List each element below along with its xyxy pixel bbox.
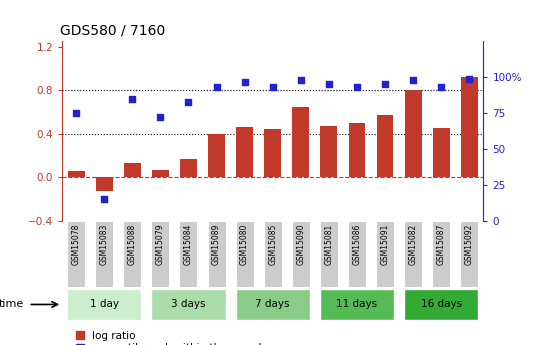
Bar bbox=[461, 77, 478, 177]
Bar bbox=[320, 289, 394, 320]
Bar bbox=[151, 221, 170, 287]
Text: GDS580 / 7160: GDS580 / 7160 bbox=[60, 23, 165, 38]
Text: time: time bbox=[0, 299, 24, 309]
Point bbox=[128, 96, 137, 101]
Bar bbox=[404, 289, 478, 320]
Text: GSM15089: GSM15089 bbox=[212, 224, 221, 265]
Text: 11 days: 11 days bbox=[336, 299, 377, 309]
Bar bbox=[67, 289, 141, 320]
Bar bbox=[433, 128, 450, 177]
Bar bbox=[404, 90, 422, 177]
Text: 1 day: 1 day bbox=[90, 299, 119, 309]
Bar bbox=[180, 159, 197, 177]
Text: GSM15087: GSM15087 bbox=[437, 224, 445, 265]
Bar bbox=[348, 123, 366, 177]
Bar bbox=[320, 221, 338, 287]
Text: GSM15091: GSM15091 bbox=[381, 224, 389, 265]
Point bbox=[72, 110, 80, 116]
Text: GSM15082: GSM15082 bbox=[409, 224, 417, 265]
Bar bbox=[179, 221, 198, 287]
Point bbox=[465, 76, 474, 81]
Bar bbox=[207, 221, 226, 287]
Bar bbox=[151, 289, 226, 320]
Point bbox=[184, 99, 193, 105]
Point bbox=[437, 85, 445, 90]
Point bbox=[409, 77, 417, 83]
Text: GSM15084: GSM15084 bbox=[184, 224, 193, 265]
Bar bbox=[376, 221, 394, 287]
Text: 3 days: 3 days bbox=[171, 299, 206, 309]
Bar bbox=[264, 221, 282, 287]
Bar bbox=[404, 221, 422, 287]
Bar bbox=[123, 221, 141, 287]
Bar bbox=[208, 134, 225, 177]
Text: GSM15092: GSM15092 bbox=[465, 224, 474, 265]
Bar bbox=[124, 163, 141, 177]
Bar bbox=[235, 221, 254, 287]
Text: GSM15083: GSM15083 bbox=[100, 224, 109, 265]
Point bbox=[156, 115, 165, 120]
Point bbox=[212, 85, 221, 90]
Point bbox=[353, 85, 361, 90]
Point bbox=[100, 197, 109, 202]
Point bbox=[381, 82, 389, 87]
Bar bbox=[320, 126, 338, 177]
Text: GSM15090: GSM15090 bbox=[296, 224, 305, 265]
Point bbox=[240, 79, 249, 84]
Bar bbox=[292, 107, 309, 177]
Text: GSM15088: GSM15088 bbox=[128, 224, 137, 265]
Point bbox=[296, 77, 305, 83]
Text: GSM15085: GSM15085 bbox=[268, 224, 277, 265]
Bar bbox=[68, 171, 85, 177]
Point bbox=[268, 85, 277, 90]
Bar bbox=[96, 177, 113, 191]
Bar bbox=[432, 221, 450, 287]
Bar bbox=[236, 127, 253, 177]
Text: GSM15080: GSM15080 bbox=[240, 224, 249, 265]
Text: GSM15078: GSM15078 bbox=[72, 224, 80, 265]
Point bbox=[325, 82, 333, 87]
Text: 7 days: 7 days bbox=[255, 299, 290, 309]
Text: GSM15079: GSM15079 bbox=[156, 224, 165, 265]
Bar bbox=[235, 289, 310, 320]
Bar bbox=[67, 221, 85, 287]
Text: 16 days: 16 days bbox=[421, 299, 462, 309]
Bar bbox=[292, 221, 310, 287]
Text: GSM15081: GSM15081 bbox=[325, 224, 333, 265]
Bar bbox=[376, 115, 394, 177]
Bar bbox=[348, 221, 366, 287]
Bar bbox=[264, 129, 281, 177]
Legend: log ratio, percentile rank within the sample: log ratio, percentile rank within the sa… bbox=[76, 331, 268, 345]
Bar bbox=[95, 221, 113, 287]
Text: GSM15086: GSM15086 bbox=[353, 224, 361, 265]
Bar bbox=[460, 221, 478, 287]
Bar bbox=[152, 170, 169, 177]
